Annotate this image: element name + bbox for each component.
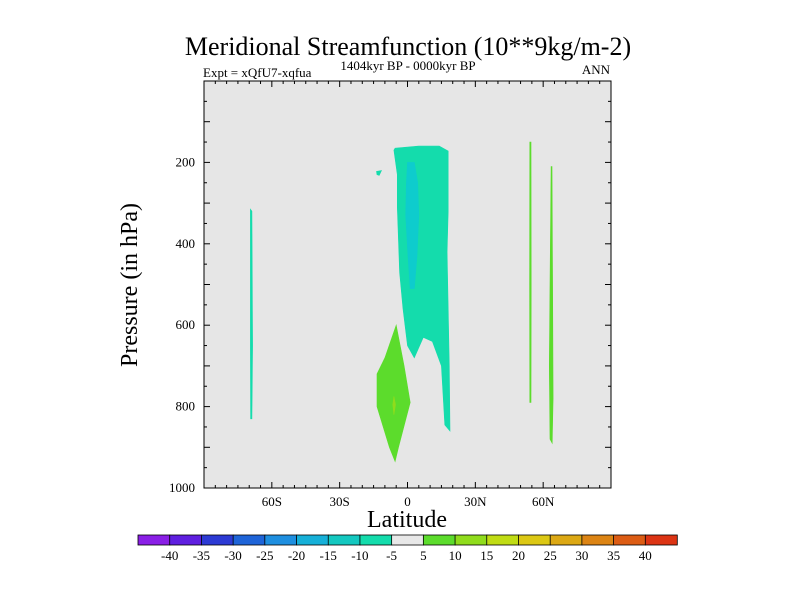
colorbar-swatch [169,534,203,546]
x-tick-label: 30S [330,494,350,509]
chart-subtitle-left: Expt = xQfU7-xqfua [203,65,312,80]
colorbar-label: 15 [480,548,493,563]
x-axis-ticks: 60S 30S 0 30N 60N [203,81,612,509]
region-southern-positive [376,324,411,463]
x-tick-label: 60S [262,494,282,509]
chart-subtitle-center: 1404kyr BP - 0000kyr BP [340,58,475,73]
colorbar-swatch [644,534,678,546]
region-tropical-core [405,162,420,289]
colorbar-swatch [137,534,171,546]
colorbar-swatch [518,534,551,546]
y-tick-label: 400 [176,236,196,251]
colorbar-swatch [201,534,234,546]
chart-title: Meridional Streamfunction (10**9kg/m-2) [185,32,631,61]
region-southern-core [392,396,396,415]
region-55n-strip [529,141,532,403]
colorbar-label: -20 [288,548,305,563]
region-60s-strip [250,208,253,420]
colorbar-swatch [296,534,329,546]
colorbar: -40 -35 -30 -25 -20 -15 -10 -5 5 10 15 20 25 30 35 40 [137,534,678,563]
colorbar-label: -25 [256,548,273,563]
colorbar-label: 25 [544,548,557,563]
y-tick-label: 600 [176,317,196,332]
chart-subtitle-right: ANN [582,62,611,77]
colorbar-label: -15 [320,548,337,563]
colorbar-swatch [549,534,583,546]
contour-regions [250,141,554,463]
colorbar-label: 5 [420,548,427,563]
y-axis-label: Pressure (in hPa) [117,203,143,367]
colorbar-swatch [454,534,488,546]
colorbar-label: -35 [193,548,210,563]
colorbar-label: 40 [639,548,652,563]
colorbar-swatch [391,534,425,546]
colorbar-swatch [422,534,456,546]
colorbar-swatch [264,534,298,546]
colorbar-swatch [613,534,647,546]
colorbar-swatch [327,534,361,546]
x-axis-label: Latitude [367,507,447,533]
colorbar-label: 20 [512,548,525,563]
colorbar-label: -10 [351,548,368,563]
y-tick-label: 800 [176,399,196,414]
y-tick-label: 200 [176,154,196,169]
y-axis-ticks: 200 400 600 800 1000 [169,80,611,495]
colorbar-label: -40 [161,548,178,563]
colorbar-swatch [359,534,393,546]
x-tick-label: 0 [404,494,411,509]
y-tick-label: 1000 [169,480,195,495]
colorbar-label: 10 [449,548,462,563]
colorbar-label: 30 [575,548,588,563]
region-small-negative [376,170,383,176]
colorbar-swatch [486,534,520,546]
x-tick-label: 30N [464,494,487,509]
colorbar-swatch [581,534,615,546]
colorbar-label: -5 [386,548,397,563]
x-tick-label: 60N [532,494,555,509]
colorbar-swatch [232,534,266,546]
colorbar-label: 35 [607,548,620,563]
colorbar-label: -30 [224,548,241,563]
region-62n-strip [548,166,554,445]
